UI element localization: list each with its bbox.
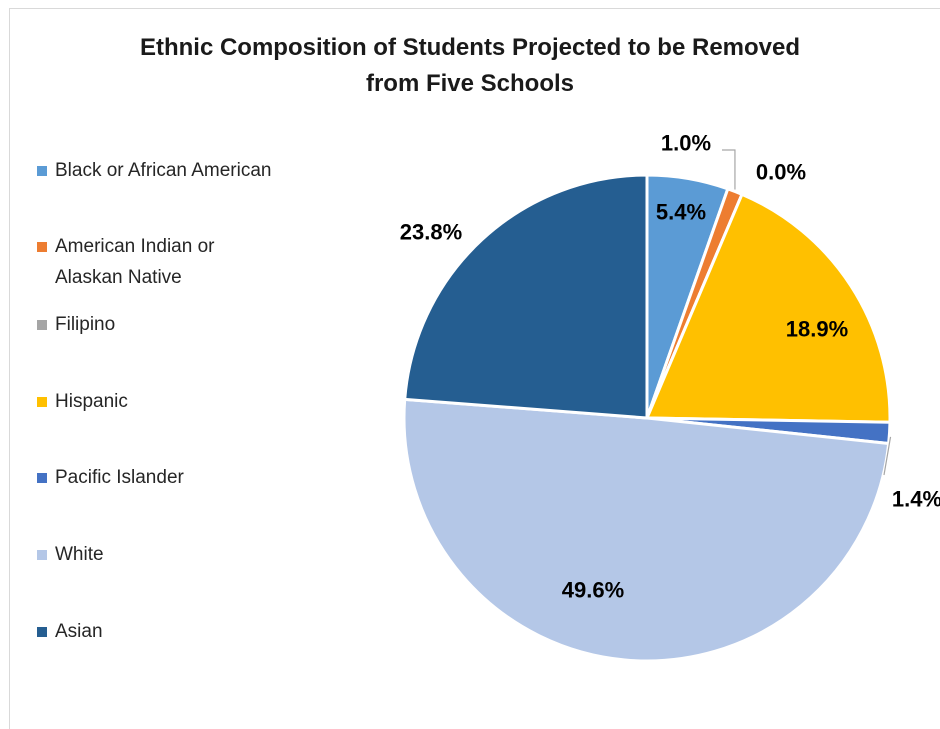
pie-slice-asian — [403, 173, 649, 420]
legend-label: Asian — [55, 621, 103, 642]
data-label-black-or-african-american: 5.4% — [656, 200, 706, 225]
legend-label: American Indian or Alaskan Native — [55, 236, 215, 288]
leader-line-pacific-islander — [883, 436, 892, 476]
data-label-filipino: 0.0% — [756, 160, 806, 185]
pie-slice-hispanic — [645, 192, 892, 424]
legend-swatch — [37, 242, 47, 252]
legend-swatch — [37, 166, 47, 176]
legend-swatch — [37, 320, 47, 330]
chart-title: Ethnic Composition of Students Projected… — [0, 30, 940, 102]
legend-swatch — [37, 473, 47, 483]
pie-slice-white — [402, 397, 891, 663]
legend-swatch — [37, 550, 47, 560]
chart-title-line-1: Ethnic Composition of Students Projected… — [139, 34, 801, 61]
data-label-hispanic: 18.9% — [786, 317, 848, 342]
data-label-american-indian-or-alaskan-native: 1.0% — [661, 131, 711, 156]
legend-swatch — [37, 627, 47, 637]
data-label-pacific-islander: 1.4% — [892, 487, 940, 512]
legend-label: White — [55, 544, 104, 565]
legend-label: Hispanic — [55, 391, 128, 412]
legend-label: Pacific Islander — [55, 467, 184, 488]
leader-line-american-indian — [722, 149, 736, 190]
data-label-white: 49.6% — [562, 578, 624, 603]
legend-swatch — [37, 397, 47, 407]
chart-title-line-2: from Five Schools — [365, 70, 575, 97]
legend-label: Filipino — [55, 314, 116, 335]
data-label-asian: 23.8% — [400, 220, 462, 245]
legend-label: Black or African American — [55, 160, 272, 181]
